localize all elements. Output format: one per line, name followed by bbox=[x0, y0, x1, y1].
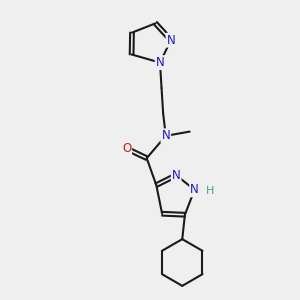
Text: N: N bbox=[190, 183, 199, 196]
Text: H: H bbox=[206, 186, 214, 197]
Text: N: N bbox=[161, 129, 170, 142]
Text: N: N bbox=[167, 34, 175, 47]
Text: N: N bbox=[172, 169, 181, 182]
Text: O: O bbox=[122, 142, 131, 155]
Text: N: N bbox=[156, 56, 164, 69]
